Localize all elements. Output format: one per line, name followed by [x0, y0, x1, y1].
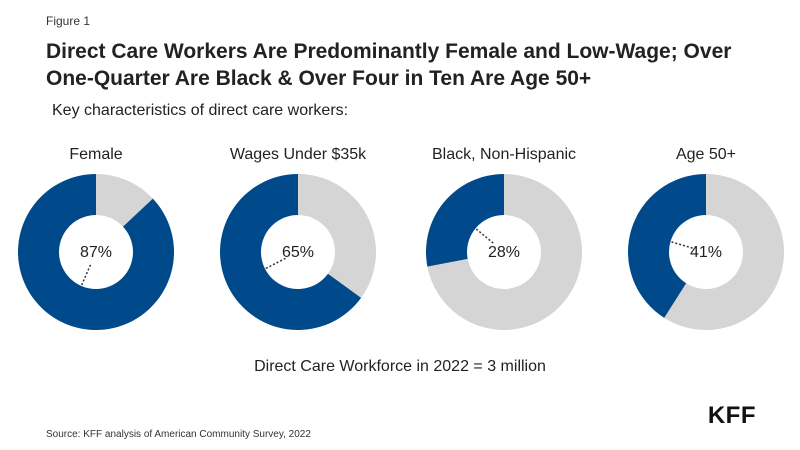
- donut-remainder-arc: [427, 174, 582, 330]
- donut-hole: [59, 215, 133, 289]
- donut-remainder-arc: [298, 174, 376, 298]
- workforce-footnote: Direct Care Workforce in 2022 = 3 millio…: [254, 358, 546, 375]
- donut-value-arc: [628, 174, 706, 318]
- donut-remainder-arc: [664, 174, 784, 330]
- donut-hole: [261, 215, 335, 289]
- donut-title: Age 50+: [675, 146, 737, 163]
- donut-value-label: 28%: [488, 244, 520, 261]
- donut-leader-line: [473, 226, 494, 244]
- donut-svg: 65%: [220, 174, 376, 330]
- donut-svg: 28%: [426, 174, 582, 330]
- donut-value-arc: [17, 174, 174, 330]
- donut-remainder-arc: [96, 174, 153, 227]
- donut-value-arc: [426, 174, 504, 267]
- donut-chart-wages: Wages Under $35k 65%: [198, 146, 398, 336]
- figure-label: Figure 1: [46, 14, 91, 28]
- donut-leader-line: [79, 264, 92, 289]
- donut-svg: 87%: [17, 174, 174, 330]
- donut-value-label: 65%: [282, 244, 314, 261]
- donut-chart-black: Black, Non-Hispanic 28%: [404, 146, 604, 336]
- donut-hole: [467, 215, 541, 289]
- donut-title: Female: [69, 146, 123, 163]
- donut-svg: 41%: [628, 174, 784, 330]
- donut-leader-line: [668, 240, 693, 249]
- source-note: Source: KFF analysis of American Communi…: [46, 429, 311, 440]
- donut-hole: [669, 215, 743, 289]
- donut-chart-female: Female 87%: [0, 146, 196, 336]
- donut-title: Black, Non-Hispanic: [431, 146, 577, 163]
- donut-value-label: 87%: [80, 244, 112, 261]
- donut-title: Wages Under $35k: [229, 146, 367, 163]
- donut-value-label: 41%: [690, 244, 722, 261]
- kff-logo: KFF: [707, 402, 756, 429]
- donut-value-arc: [220, 174, 362, 330]
- chart-subtitle: Key characteristics of direct care worke…: [52, 102, 349, 119]
- chart-title: Direct Care Workers Are Predominantly Fe…: [46, 40, 732, 90]
- donut-leader-line: [262, 257, 286, 271]
- donut-chart-age: Age 50+ 41%: [606, 146, 800, 336]
